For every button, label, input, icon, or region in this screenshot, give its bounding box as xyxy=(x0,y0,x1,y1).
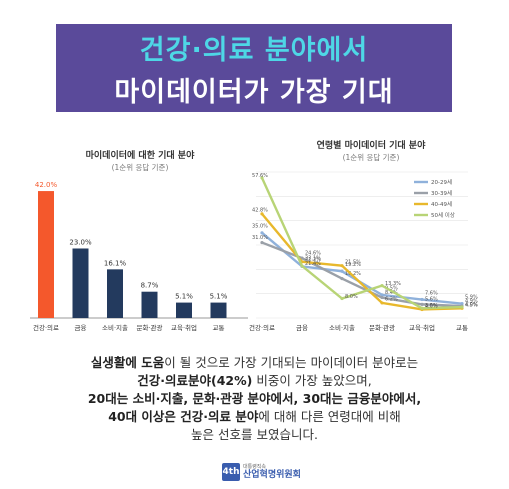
caption-text-4: 에 대해 다른 연령대에 비해 xyxy=(258,409,401,424)
line-point-label-2-4: 3.5% xyxy=(425,303,438,309)
line-point-label-1-1: 24.6% xyxy=(305,250,321,256)
caption-highlight-3: 20대는 소비·지출, 문화·관광 분야에서, 30대는 금융분야에서, xyxy=(87,391,422,406)
line-point-2-0 xyxy=(260,212,264,216)
banner-headline-2: 마이데이터가 가장 기대 xyxy=(114,77,394,108)
bar-category-label-5: 교통 xyxy=(213,324,225,332)
line-point-label-0-1: 21.2% xyxy=(305,257,321,263)
line-point-label-2-1: 23.1% xyxy=(305,256,321,262)
line-point-label-3-5: 4.5% xyxy=(465,302,478,308)
bar-category-label-4: 교육·취업 xyxy=(171,324,197,332)
bar-2 xyxy=(107,269,123,318)
caption-line-4: 40대 이상은 건강·의료 분야에 대해 다른 연령대에 비해 xyxy=(20,408,489,426)
line-point-label-1-2: 16.2% xyxy=(345,271,361,277)
line-point-label-3-0: 57.6% xyxy=(252,173,268,179)
line-chart-title: 연령별 마이데이터 기대 분야 xyxy=(316,141,426,151)
bar-value-label-2: 16.1% xyxy=(104,259,127,267)
line-point-0-4 xyxy=(420,297,424,302)
line-point-label-1-5: 4.9% xyxy=(465,298,478,304)
line-chart-subtitle: (1순위 응답 기준) xyxy=(342,153,400,162)
line-point-label-0-0: 35.0% xyxy=(252,224,268,230)
line-category-label-3: 문화·관광 xyxy=(369,323,395,332)
caption: 실생활에 도움이 될 것으로 가장 기대되는 마이데이터 분야로는 건강·의료분… xyxy=(20,354,489,444)
line-point-3-0 xyxy=(260,176,264,180)
line-point-label-3-1: 21.4% xyxy=(305,261,321,267)
line-point-label-2-0: 42.8% xyxy=(252,208,268,214)
bar-chart-subtitle: (1순위 응답 기준) xyxy=(111,163,169,172)
line-point-3-1 xyxy=(300,264,304,268)
line-point-label-0-4: 7.6% xyxy=(425,290,438,296)
line-point-label-3-2: 8.0% xyxy=(345,294,358,300)
line-point-label-0-3: 9.5% xyxy=(385,286,398,292)
line-point-label-2-2: 21.5% xyxy=(345,259,361,265)
legend-label-3: 50세 이상 xyxy=(431,211,455,219)
committee-logo: 4th 대통령직속 산업혁명위원회 xyxy=(222,462,301,482)
line-point-label-1-0: 31.0% xyxy=(252,235,268,241)
line-point-label-3-4: 4.0% xyxy=(425,304,438,310)
line-category-label-5: 교통 xyxy=(456,324,468,332)
line-point-0-2 xyxy=(340,269,344,273)
title-banner: 건강·의료 분야에서 마이데이터가 가장 기대 xyxy=(56,24,452,112)
line-point-0-5 xyxy=(460,302,464,306)
bar-value-label-0: 42.0% xyxy=(35,181,58,189)
bar-category-label-0: 건강·의료 xyxy=(33,323,59,332)
line-point-1-0 xyxy=(260,240,264,245)
caption-line-2: 건강·의료분야(42%) 비중이 가장 높았으며, xyxy=(20,372,489,390)
legend-label-2: 40-49세 xyxy=(431,200,452,208)
bar-value-label-4: 5.1% xyxy=(175,293,193,301)
line-point-label-3-3: 13.3% xyxy=(385,281,401,287)
bar-value-label-3: 8.7% xyxy=(141,282,159,290)
line-point-3-3 xyxy=(380,284,384,288)
caption-highlight-2: 건강·의료분야(42%) xyxy=(137,373,253,388)
line-category-label-4: 교육·취업 xyxy=(409,324,435,332)
line-point-1-1 xyxy=(300,256,304,260)
line-series-3 xyxy=(260,177,463,310)
line-point-label-1-4: 5.6% xyxy=(425,297,438,303)
line-point-label-2-5: 4.0% xyxy=(465,302,478,308)
logo-name: 산업혁명위원회 xyxy=(243,469,301,480)
line-category-label-0: 건강·의료 xyxy=(249,323,275,332)
bar-value-label-1: 23.0% xyxy=(69,238,92,246)
caption-highlight-1: 실생활에 도움 xyxy=(90,355,165,370)
line-point-1-4 xyxy=(420,302,424,306)
bar-category-label-2: 소비·지출 xyxy=(102,323,128,332)
bar-chart-title: 마이데이터에 대한 기대 분야 xyxy=(85,151,195,161)
line-point-3-2 xyxy=(340,296,344,301)
bar-4 xyxy=(176,302,192,318)
line-point-label-0-2: 19.2% xyxy=(345,262,361,268)
line-point-label-2-3: 6.2% xyxy=(385,297,398,303)
bar-0 xyxy=(38,191,54,318)
line-point-3-5 xyxy=(460,305,464,309)
line-point-0-3 xyxy=(380,293,384,297)
line-point-0-0 xyxy=(260,231,264,235)
bar-3 xyxy=(141,291,158,318)
line-point-2-2 xyxy=(340,264,344,268)
line-point-1-2 xyxy=(340,276,344,281)
bar-5 xyxy=(210,302,227,318)
line-category-label-2: 소비·지출 xyxy=(329,323,355,332)
caption-line-5: 높은 선호를 보였습니다. xyxy=(191,427,318,442)
caption-text-2: 비중이 가장 높았으며, xyxy=(252,373,372,388)
caption-line-1: 실생활에 도움이 될 것으로 가장 기대되는 마이데이터 분야로는 xyxy=(20,354,489,372)
line-point-2-3 xyxy=(380,301,384,305)
line-point-1-3 xyxy=(380,295,384,300)
bar-1 xyxy=(72,248,89,318)
legend-label-1: 30-39세 xyxy=(431,189,452,197)
caption-highlight-4: 40대 이상은 건강·의료 분야 xyxy=(108,409,259,424)
bar-value-label-5: 5.1% xyxy=(210,293,228,301)
bar-category-label-1: 금융 xyxy=(75,324,87,332)
line-point-3-4 xyxy=(420,306,424,310)
legend-label-0: 20-29세 xyxy=(431,178,452,186)
banner-headline-1: 건강·의료 분야에서 xyxy=(139,35,369,66)
line-point-label-0-5: 5.9% xyxy=(465,294,478,300)
logo-mark: 4th xyxy=(222,463,240,481)
line-category-label-1: 금융 xyxy=(296,324,308,332)
caption-text-1: 이 될 것으로 가장 기대되는 마이데이터 분야로는 xyxy=(164,355,419,370)
line-point-label-1-3: 8.4% xyxy=(385,290,398,296)
caption-line-3: 20대는 소비·지출, 문화·관광 분야에서, 30대는 금융분야에서, xyxy=(20,390,489,408)
bar-category-label-3: 문화·관광 xyxy=(137,323,163,332)
logo-small-text: 대통령직속 xyxy=(243,463,267,470)
